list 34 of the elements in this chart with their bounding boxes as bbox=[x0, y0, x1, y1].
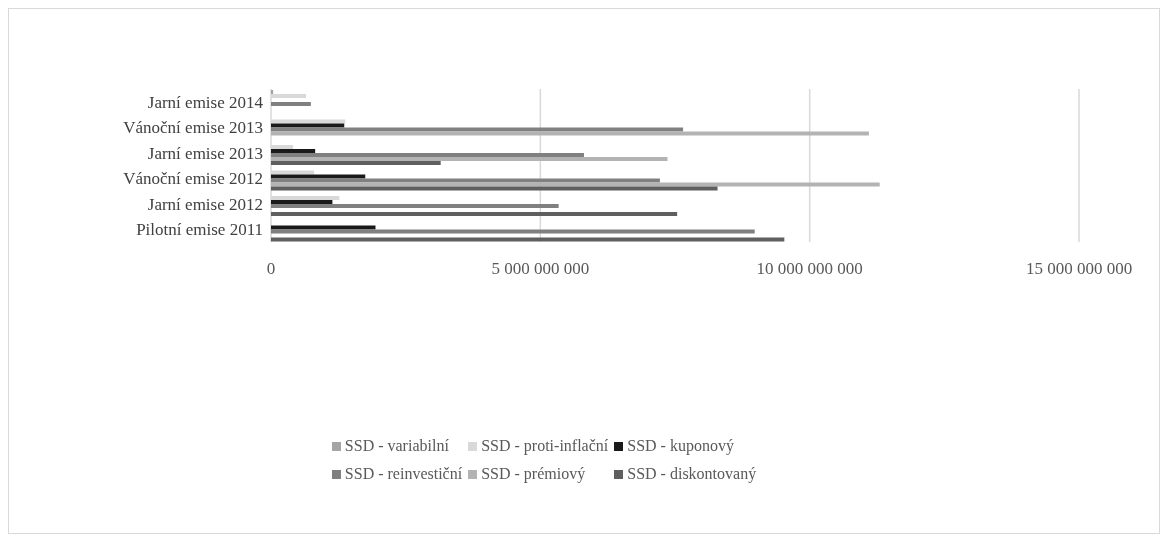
y-tick-label: Pilotní emise 2011 bbox=[136, 220, 263, 240]
x-tick-label: 0 bbox=[266, 259, 276, 279]
bar bbox=[271, 182, 880, 187]
bar bbox=[271, 123, 345, 128]
legend-label: SSD - prémiový bbox=[481, 465, 586, 483]
bar bbox=[271, 229, 755, 234]
x-tick-label: 5 000 000 000 bbox=[491, 259, 590, 279]
y-tick-label: Jarní emise 2013 bbox=[147, 143, 263, 163]
x-tick-label: 10 000 000 000 bbox=[756, 259, 863, 279]
bar bbox=[271, 153, 584, 157]
y-tick-label: Vánoční emise 2013 bbox=[123, 118, 263, 138]
bar bbox=[271, 186, 718, 191]
bar bbox=[271, 131, 869, 136]
y-tick-label: Jarní emise 2012 bbox=[147, 194, 263, 214]
legend-label: SSD - kuponový bbox=[627, 437, 734, 455]
bar bbox=[271, 200, 333, 204]
bar bbox=[271, 174, 366, 179]
bar bbox=[271, 212, 678, 216]
legend-label: SSD - diskontovaný bbox=[627, 465, 757, 483]
bar bbox=[271, 225, 376, 230]
legend-label: SSD - reinvestiční bbox=[344, 465, 463, 483]
bar bbox=[271, 178, 660, 183]
x-tick-label: 15 000 000 000 bbox=[1025, 259, 1133, 279]
y-tick-label: Vánoční emise 2012 bbox=[123, 169, 263, 189]
bar bbox=[271, 157, 668, 161]
y-tick-label: Jarní emise 2014 bbox=[147, 92, 264, 112]
bar bbox=[271, 149, 316, 153]
bar bbox=[271, 204, 559, 208]
bar bbox=[271, 102, 311, 106]
legend-label: SSD - variabilní bbox=[344, 437, 449, 455]
legend-label: SSD - proti-inflační bbox=[481, 437, 609, 455]
bar bbox=[271, 237, 785, 242]
bar bbox=[271, 161, 441, 165]
bar bbox=[271, 127, 684, 132]
